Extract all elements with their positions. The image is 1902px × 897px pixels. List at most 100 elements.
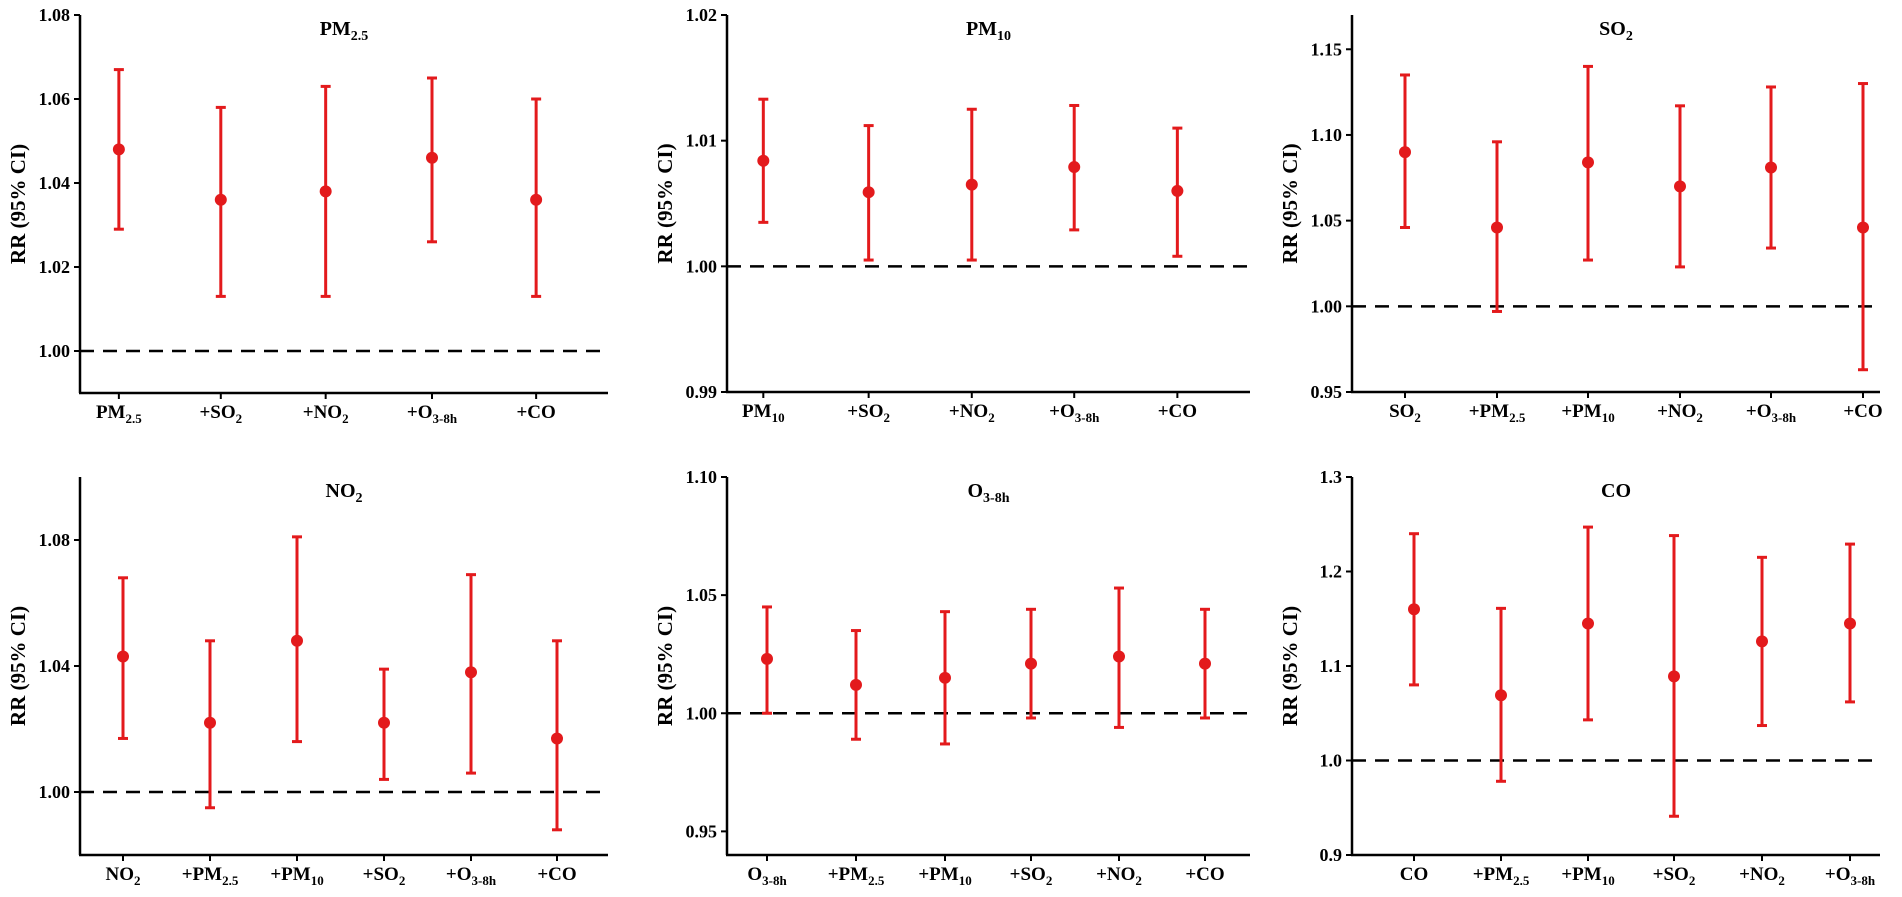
x-tick-label: +PM2.5 <box>1473 864 1530 888</box>
y-axis-label: RR (95% CI) <box>653 143 677 263</box>
estimate-point <box>1068 161 1081 174</box>
y-tick-label: 1.04 <box>39 656 71 676</box>
estimate-point <box>465 666 477 679</box>
y-tick-label: 1.00 <box>39 341 71 361</box>
x-tick-label: +O3-8h <box>1746 401 1797 425</box>
x-tick-label: +PM2.5 <box>182 864 239 888</box>
x-tick-label: +NO2 <box>303 402 349 426</box>
estimate-point <box>551 732 563 745</box>
y-tick-label: 1.3 <box>1320 467 1343 487</box>
x-tick-label: +PM2.5 <box>828 864 885 888</box>
estimate-point <box>1113 650 1125 663</box>
y-tick-label: 1.00 <box>1311 296 1343 316</box>
x-tick-label: +NO2 <box>1739 864 1785 888</box>
panel-3: 0.95 1.00 1.05 1.10 1.15 RR (95% CI) SO2 SO2 +PM… <box>1278 15 1883 425</box>
panel-title: CO <box>1601 480 1631 502</box>
x-tick-label: +CO <box>1185 864 1224 885</box>
y-tick-label: 1.00 <box>686 703 718 723</box>
estimate-point <box>117 650 129 663</box>
estimate-point <box>1674 180 1686 193</box>
panel-title: PM2.5 <box>320 18 369 44</box>
estimate-point <box>112 143 125 156</box>
y-tick-label: 1.2 <box>1320 562 1343 582</box>
x-tick-label: +PM10 <box>270 864 323 888</box>
x-tick-label: +CO <box>516 402 555 423</box>
panel-2: 0.99 1.00 1.01 1.02 RR (95% CI) PM10 PM10 +SO2 +… <box>653 5 1250 425</box>
y-tick-label: 1.10 <box>686 467 718 487</box>
x-tick-label: +O3-8h <box>446 864 497 888</box>
y-tick-label: 1.05 <box>1311 211 1343 231</box>
panel-5: 0.95 1.00 1.05 1.10 RR (95% CI) O3-8h O3-8h +PM… <box>653 467 1250 888</box>
y-axis-label: RR (95% CI) <box>653 606 677 726</box>
y-tick-label: 1.02 <box>39 257 71 277</box>
panel-title: SO2 <box>1599 18 1633 44</box>
x-tick-label: +PM10 <box>1561 864 1614 888</box>
estimate-point <box>1668 670 1680 683</box>
estimate-point <box>965 178 978 191</box>
estimate-point <box>204 716 216 729</box>
x-tick-label: +CO <box>537 864 576 885</box>
y-tick-label: 0.99 <box>686 382 718 402</box>
y-tick-label: 1.0 <box>1320 751 1343 771</box>
y-tick-label: 1.00 <box>686 256 718 276</box>
x-tick-label: +O3-8h <box>1825 864 1876 888</box>
x-tick-label: +NO2 <box>1096 864 1142 888</box>
x-tick-label: SO2 <box>1389 401 1421 425</box>
estimate-point <box>530 193 543 206</box>
x-tick-label: +PM10 <box>918 864 971 888</box>
panel-1: 1.00 1.02 1.04 1.06 1.08 RR (95% CI) PM2.5 PM2.… <box>6 5 608 426</box>
x-tick-label: +SO2 <box>1653 864 1696 888</box>
estimate-point <box>291 634 303 647</box>
panel-title: O3-8h <box>967 480 1009 506</box>
estimate-point <box>1582 156 1594 169</box>
estimate-point <box>1857 221 1869 234</box>
x-tick-label: +NO2 <box>949 401 995 425</box>
estimate-point <box>1399 146 1411 159</box>
panel-6: 0.9 1.0 1.1 1.2 1.3 RR (95% CI) CO CO +PM2.5 +PM1… <box>1278 467 1880 888</box>
x-tick-label: +SO2 <box>199 402 242 426</box>
x-tick-label: O3-8h <box>747 864 787 888</box>
y-tick-label: 1.08 <box>39 5 71 25</box>
x-tick-label: NO2 <box>106 864 141 888</box>
estimate-point <box>1765 161 1777 174</box>
y-tick-label: 1.01 <box>686 131 718 151</box>
y-tick-label: 0.95 <box>1311 382 1343 402</box>
panel-4: 1.00 1.04 1.08 RR (95% CI) NO2 NO2 +PM2.5 +PM10… <box>6 477 608 888</box>
x-tick-label: CO <box>1400 864 1429 885</box>
y-axis-label: RR (95% CI) <box>1278 606 1302 726</box>
y-tick-label: 1.02 <box>686 5 718 25</box>
y-axis-label: RR (95% CI) <box>6 606 30 726</box>
estimate-point <box>1582 617 1594 630</box>
y-axis-label: RR (95% CI) <box>6 144 30 264</box>
estimate-point <box>939 671 951 684</box>
y-tick-label: 1.10 <box>1311 125 1343 145</box>
y-tick-label: 0.95 <box>686 821 718 841</box>
y-tick-label: 1.06 <box>39 89 71 109</box>
y-axis-label: RR (95% CI) <box>1278 143 1302 263</box>
estimate-point <box>214 193 227 206</box>
estimate-point <box>862 186 875 199</box>
estimate-point <box>1756 635 1768 648</box>
estimate-point <box>426 151 438 164</box>
estimate-point <box>1171 184 1184 197</box>
x-tick-label: PM2.5 <box>96 402 142 426</box>
panel-title: PM10 <box>966 18 1011 44</box>
estimate-point <box>757 154 770 167</box>
x-tick-label: +CO <box>1158 401 1197 422</box>
estimate-point <box>1199 657 1211 670</box>
x-tick-label: +O3-8h <box>407 402 458 426</box>
x-tick-label: +NO2 <box>1657 401 1703 425</box>
estimate-point <box>1491 221 1503 234</box>
panel-title: NO2 <box>326 480 363 506</box>
x-tick-label: +CO <box>1843 401 1882 422</box>
x-tick-label: +O3-8h <box>1049 401 1100 425</box>
estimate-point <box>378 716 390 729</box>
x-tick-label: +SO2 <box>363 864 406 888</box>
y-tick-label: 1.08 <box>39 530 71 550</box>
estimate-point <box>1408 603 1420 616</box>
x-tick-label: PM10 <box>742 401 785 425</box>
x-tick-label: +SO2 <box>847 401 890 425</box>
x-tick-label: +SO2 <box>1010 864 1053 888</box>
